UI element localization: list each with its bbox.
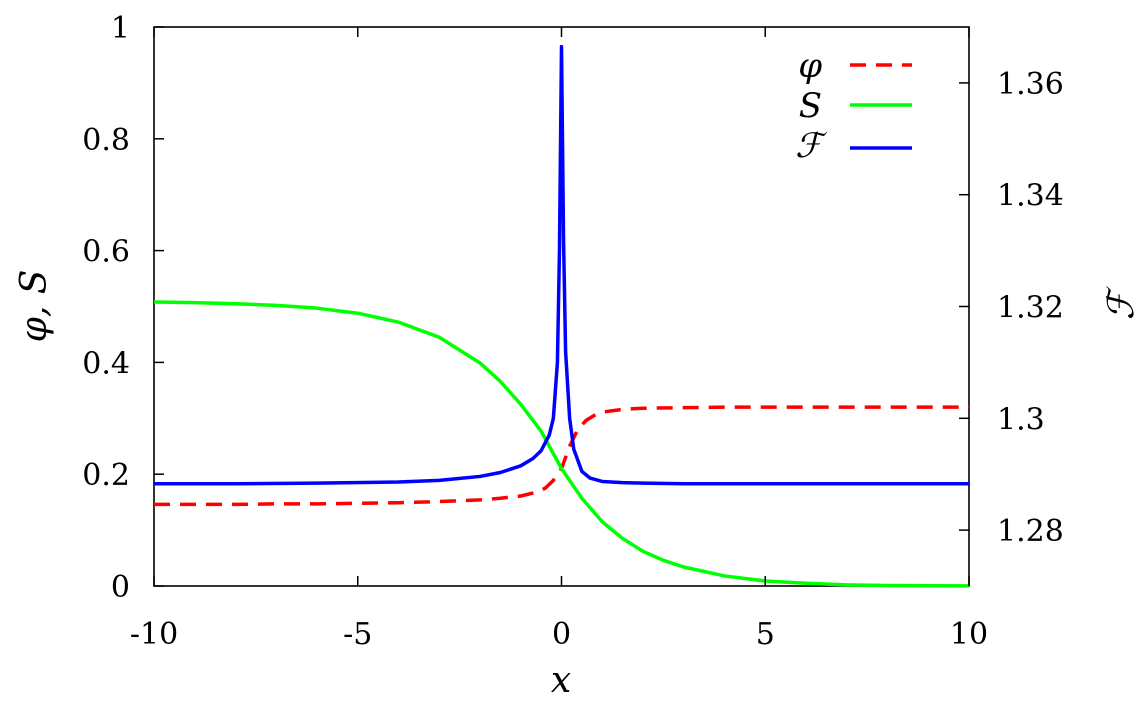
x-tick-label: 0: [552, 617, 571, 652]
y2-axis-title: ℱ: [1101, 286, 1142, 320]
x-axis-title: x: [551, 660, 571, 701]
y2-tick-label: 1.3: [997, 402, 1045, 437]
series-layer: [153, 44, 970, 588]
y-tick-label: 1: [111, 11, 130, 46]
x-tick-label: 10: [950, 617, 988, 652]
legend: φ S ℱ: [795, 46, 912, 166]
series-line-s: [153, 300, 970, 588]
series-line-phi: [154, 405, 969, 507]
y-tick-label: 0: [111, 570, 130, 605]
x-tick-label: 5: [756, 617, 775, 652]
legend-label-f: ℱ: [795, 126, 828, 166]
y2-tick-label: 1.28: [997, 514, 1064, 549]
y-tick-label: 0.4: [82, 346, 130, 381]
y-tick-label: 0.8: [82, 123, 130, 158]
legend-label-s: S: [799, 86, 822, 126]
x-tick-label: -10: [130, 617, 178, 652]
y2-tick-label: 1.36: [997, 67, 1064, 102]
tick-layer: -10 -5 0 5 10 0 0.2 0.4 0.6 0.8 1 1.28 1.3 1.32 1.34 1.…: [82, 11, 1064, 652]
y2-tick-label: 1.32: [997, 291, 1064, 326]
y-tick-label: 0.2: [82, 458, 130, 493]
y2-tick-label: 1.34: [997, 179, 1064, 214]
x-tick-label: -5: [343, 617, 372, 652]
series-line-f: [154, 44, 969, 486]
legend-label-phi: φ: [798, 46, 822, 86]
y-tick-label: 0.6: [82, 235, 130, 270]
y-axis-title: φ, S: [14, 270, 55, 343]
